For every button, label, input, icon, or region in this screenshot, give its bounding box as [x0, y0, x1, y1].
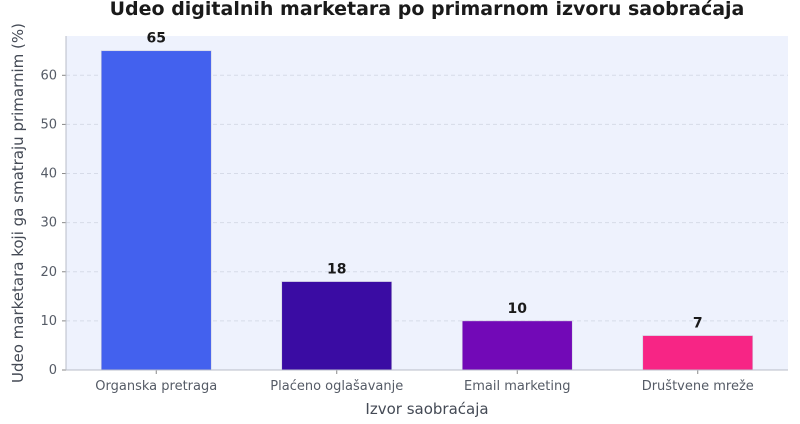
data-label-3: 10	[508, 301, 528, 317]
y-axis-ticks: 0 10 20 30 40 50 60	[40, 68, 66, 378]
bar-2	[281, 281, 393, 371]
x-tick-label-2: Plaćeno oglašavanje	[270, 379, 403, 394]
data-label-2: 18	[327, 262, 346, 278]
x-axis-ticks: Organska pretraga Plaćeno oglašavanje Emai…	[95, 370, 754, 394]
data-label-4: 7	[693, 316, 703, 332]
bar-3	[461, 320, 573, 371]
bars	[100, 50, 754, 371]
y-tick-label: 50	[40, 117, 57, 132]
chart-title: Udeo digitalnih marketara po primarnom i…	[110, 0, 745, 20]
bar-4	[642, 335, 754, 371]
y-tick-label: 60	[40, 68, 57, 83]
y-tick-label: 40	[40, 167, 57, 182]
bar-1	[100, 50, 212, 371]
x-tick-label-1: Organska pretraga	[95, 379, 217, 394]
y-tick-label: 10	[40, 314, 57, 329]
y-tick-label: 30	[40, 216, 57, 231]
x-tick-label-3: Email marketing	[464, 379, 570, 394]
y-tick-label: 0	[49, 363, 57, 378]
y-axis-label: Udeo marketara koji ga smatraju primarni…	[9, 23, 27, 383]
x-axis-label: Izvor saobraćaja	[365, 400, 488, 418]
data-labels: 65 18 10 7	[147, 31, 703, 332]
data-label-1: 65	[147, 31, 166, 47]
y-tick-label: 20	[40, 265, 57, 280]
x-tick-label-4: Društvene mreže	[642, 379, 754, 394]
